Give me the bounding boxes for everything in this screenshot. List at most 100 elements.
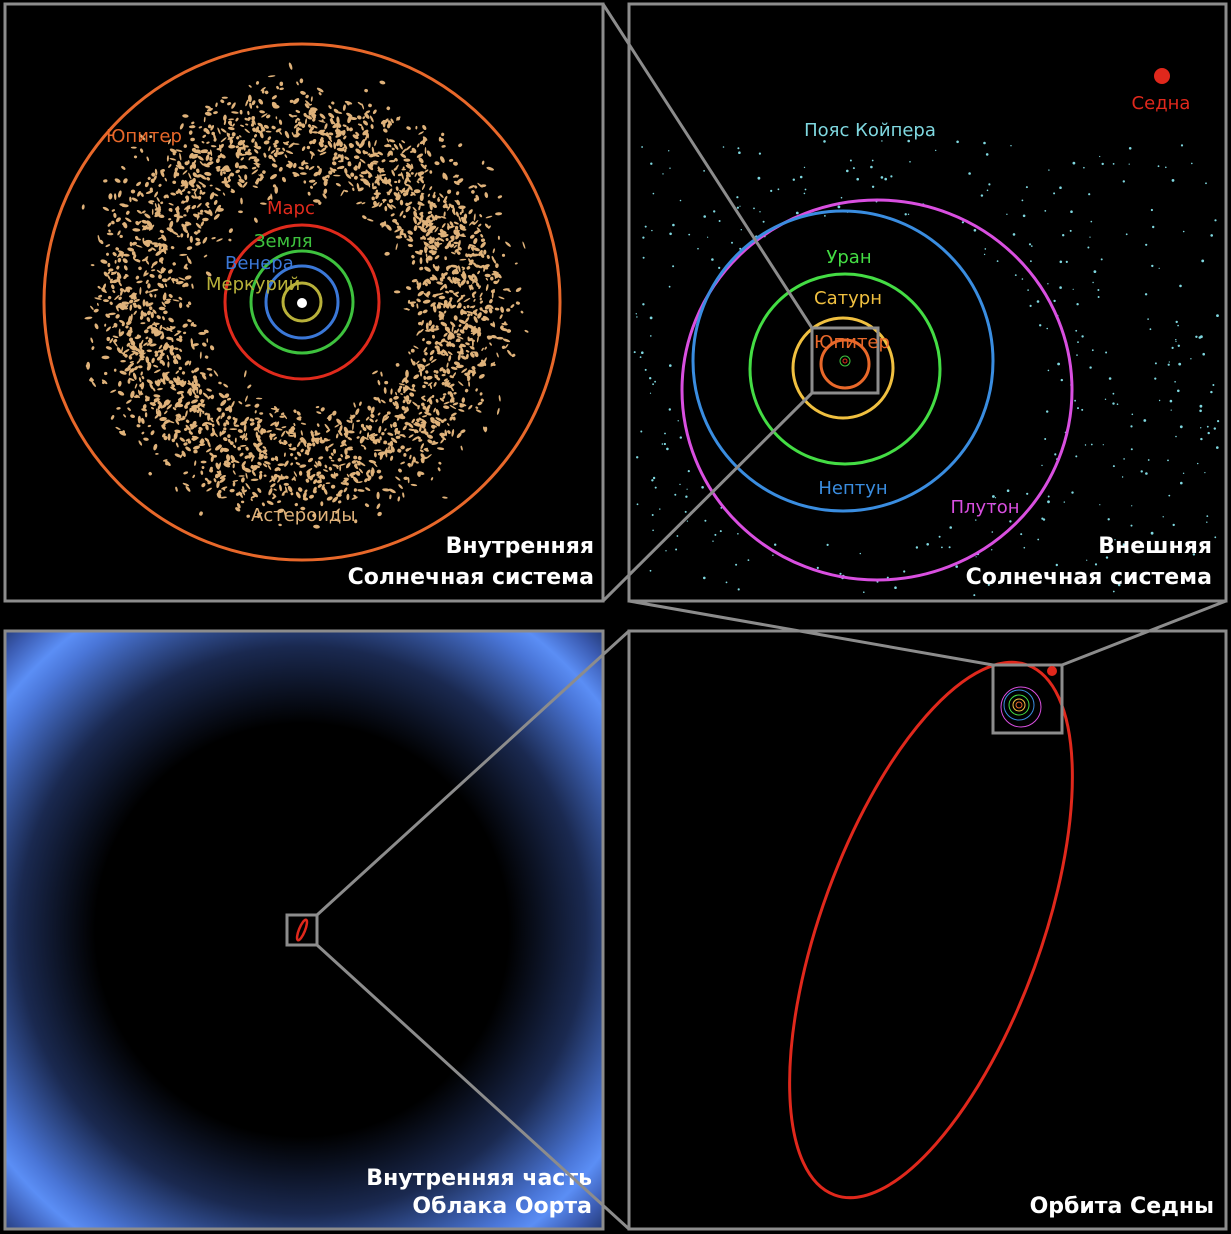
kuiper-object <box>975 556 977 558</box>
asteroid-particle <box>105 252 110 256</box>
asteroid-particle <box>351 460 357 464</box>
asteroid-particle <box>474 185 478 189</box>
asteroid-particle <box>291 427 296 431</box>
asteroid-particle <box>124 367 131 372</box>
asteroid-particle <box>448 158 454 162</box>
kuiper-object <box>799 175 803 179</box>
asteroid-particle <box>207 151 211 155</box>
asteroid-particle <box>489 299 493 304</box>
asteroid-particle <box>384 428 387 432</box>
asteroid-particle <box>327 175 330 179</box>
asteroid-particle <box>129 345 136 351</box>
asteroid-particle <box>239 153 247 156</box>
asteroid-particle <box>411 418 415 424</box>
asteroid-particle <box>372 160 379 163</box>
asteroid-particle <box>270 457 275 461</box>
asteroid-particle <box>296 417 302 421</box>
asteroid-particle <box>325 446 329 452</box>
asteroid-particle <box>129 241 133 247</box>
asteroid-particle <box>105 244 111 248</box>
asteroid-particle <box>473 238 478 245</box>
asteroid-particle <box>355 140 360 147</box>
asteroid-particle <box>505 288 512 292</box>
asteroid-particle <box>137 190 141 197</box>
kuiper-object <box>668 150 670 152</box>
kuiper-object <box>668 285 671 288</box>
asteroid-particle <box>427 200 431 204</box>
asteroid-particle <box>350 418 353 424</box>
outer-jupiter-label: Юпитер <box>814 332 890 353</box>
asteroid-particle <box>429 186 433 191</box>
asteroid-particle <box>357 123 363 127</box>
asteroid-particle <box>339 465 342 472</box>
asteroid-particle <box>325 482 331 485</box>
asteroid-particle <box>459 211 463 215</box>
asteroid-particle <box>227 121 233 127</box>
asteroid-particle <box>387 120 393 126</box>
asteroid-particle <box>416 418 420 423</box>
asteroid-particle <box>467 274 474 280</box>
asteroid-particle <box>370 413 375 418</box>
asteroid-particle <box>501 253 506 257</box>
asteroid-particle <box>401 168 406 171</box>
asteroid-particle <box>428 250 437 254</box>
asteroid-particle <box>94 297 102 300</box>
asteroid-particle <box>144 256 149 261</box>
kuiper-object <box>1039 324 1042 327</box>
asteroid-particle <box>477 270 480 275</box>
asteroid-particle <box>364 136 368 141</box>
asteroid-particle <box>510 304 515 308</box>
venus-label: Венера <box>225 253 294 274</box>
kuiper-object <box>1174 381 1176 383</box>
asteroid-particle <box>306 470 311 478</box>
asteroid-particle <box>141 219 148 224</box>
asteroid-particle <box>353 464 359 470</box>
asteroid-particle <box>278 441 282 445</box>
saturn-orbit <box>791 316 895 420</box>
kuiper-object <box>1149 328 1152 331</box>
asteroid-particle <box>107 274 111 281</box>
asteroid-particle <box>302 440 307 448</box>
asteroid-particle <box>397 179 401 184</box>
asteroid-particle <box>484 273 491 278</box>
asteroid-particle <box>379 452 384 460</box>
asteroid-particle <box>231 132 236 137</box>
asteroid-particle <box>182 323 188 328</box>
asteroid-particle <box>206 422 213 426</box>
asteroid-particle <box>421 192 425 195</box>
kuiper-object <box>1053 299 1056 303</box>
asteroid-particle <box>421 422 426 429</box>
kuiper-object <box>1214 219 1217 222</box>
asteroid-particle <box>162 403 167 408</box>
asteroid-particle <box>432 328 440 331</box>
asteroid-particle <box>411 191 416 196</box>
asteroid-particle <box>170 192 177 196</box>
kuiper-object <box>1145 472 1148 475</box>
asteroid-particle <box>174 358 179 364</box>
asteroid-particle <box>364 112 370 119</box>
kuiper-object <box>1171 179 1175 182</box>
asteroid-particle <box>428 320 432 326</box>
asteroid-particle <box>131 251 136 256</box>
asteroid-particle <box>442 349 449 357</box>
asteroid-particle <box>240 157 245 161</box>
kuiper-object <box>1030 260 1032 263</box>
asteroid-particle <box>472 369 476 377</box>
kuiper-object <box>903 570 906 573</box>
asteroid-particle <box>141 431 145 435</box>
asteroid-particle <box>159 359 164 364</box>
asteroid-particle <box>209 466 213 471</box>
asteroid-particle <box>337 139 341 143</box>
asteroid-particle <box>422 338 425 342</box>
asteroid-particle <box>261 450 268 455</box>
asteroid-particle <box>174 167 178 172</box>
asteroid-particle <box>121 430 126 436</box>
asteroid-particle <box>151 172 156 177</box>
asteroid-particle <box>179 123 184 130</box>
asteroid-particle <box>384 144 392 148</box>
asteroid-particle <box>257 423 261 428</box>
kuiper-object <box>1214 536 1217 539</box>
asteroid-particle <box>458 381 464 386</box>
kuiper-object <box>824 215 826 217</box>
asteroid-particle <box>450 386 454 392</box>
